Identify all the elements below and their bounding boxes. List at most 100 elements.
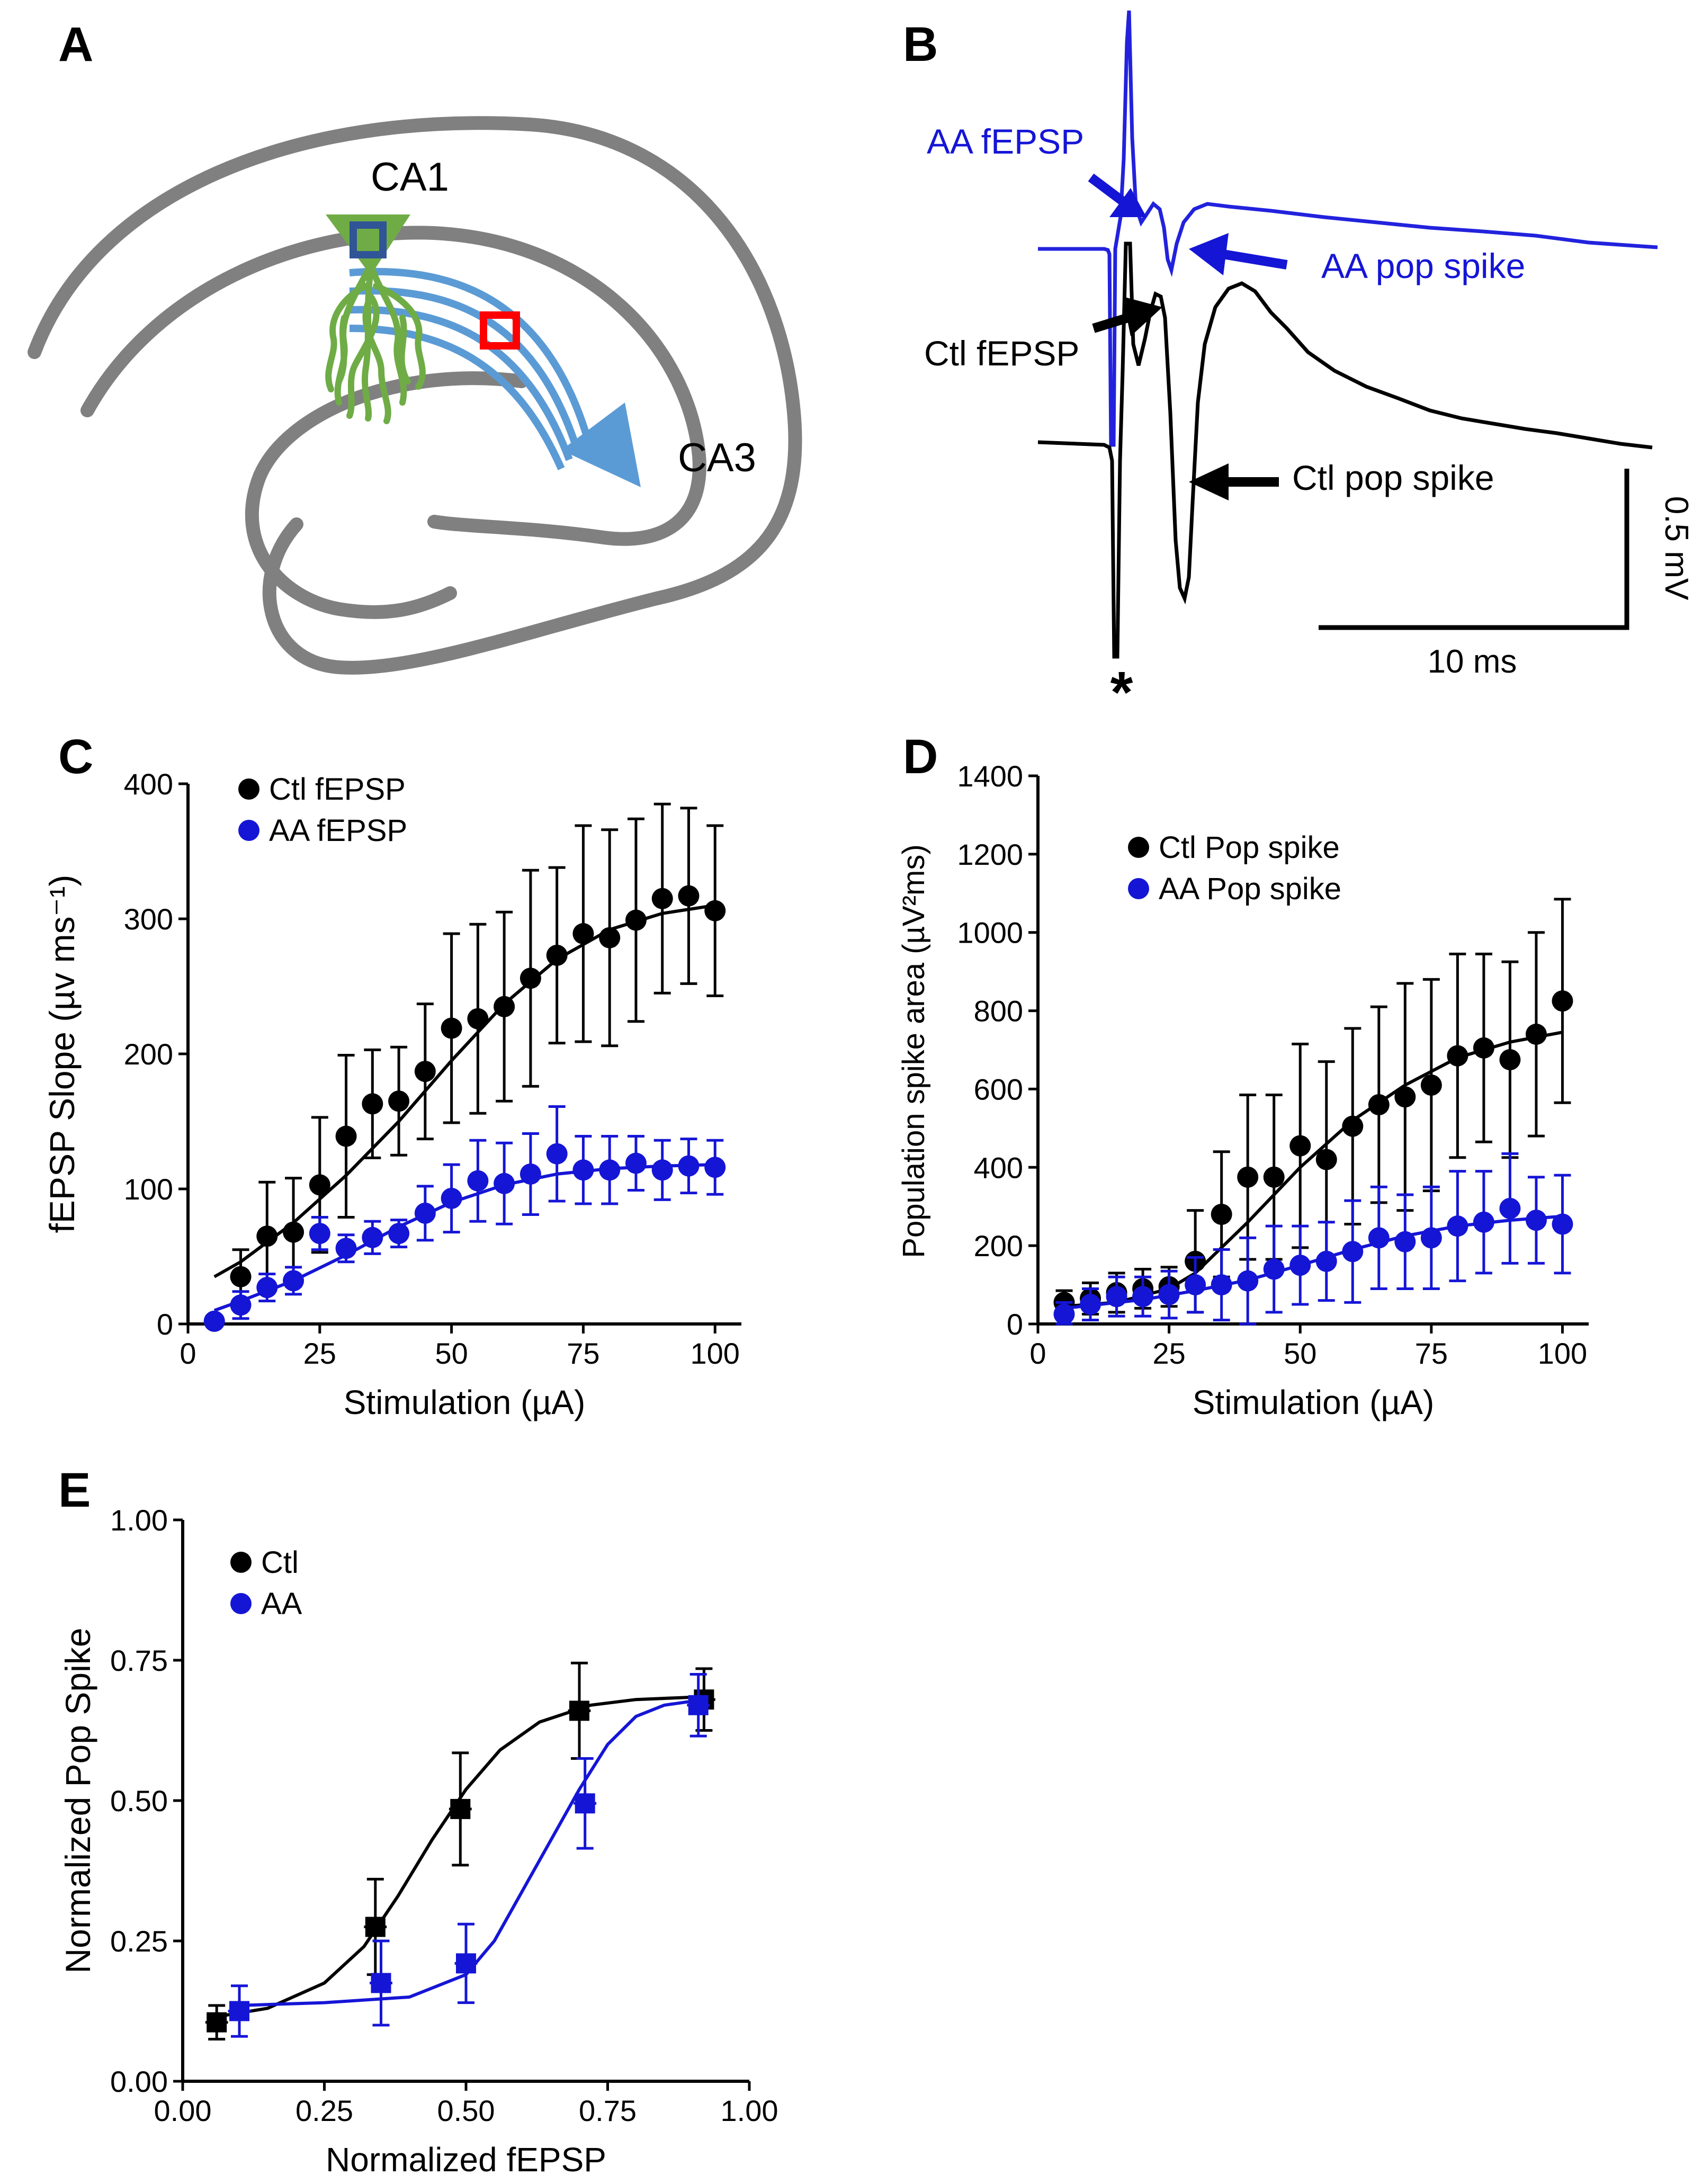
dendrite (346, 293, 380, 419)
legend-label: AA fEPSP (269, 813, 407, 848)
axon-fiber (349, 267, 592, 441)
stimulus-artifact-marker: * (1110, 660, 1133, 725)
data-point (1053, 1303, 1075, 1325)
data-point (1368, 1227, 1390, 1249)
x-axis-label: Normalized fEPSP (326, 2141, 606, 2179)
hippocampus-outline (28, 116, 802, 675)
data-point (1211, 1204, 1232, 1225)
chart-c: 0 25 50 75 100 0 100 200 300 400 Stimulation (µA) f… (42, 767, 741, 1421)
panel-c-letter: C (58, 730, 93, 784)
data-point (1211, 1274, 1232, 1296)
x-axis-label: Stimulation (µA) (344, 1383, 586, 1421)
data-point (1106, 1286, 1127, 1308)
data-point (1289, 1135, 1311, 1157)
data-point (441, 1017, 462, 1039)
data-point (388, 1090, 410, 1112)
data-point (1499, 1197, 1521, 1219)
data-point (625, 909, 647, 931)
data-point (575, 1793, 595, 1814)
data-point (371, 1973, 391, 1993)
data-point (704, 1157, 726, 1178)
data-point (230, 1266, 252, 1287)
aa-fepsp-arrow-shaft (1088, 173, 1126, 205)
data-point (309, 1223, 330, 1245)
ca1-dendrites (325, 262, 426, 424)
data-point (450, 1798, 471, 1819)
y-axis-label: Population spike area (µV²ms) (897, 844, 931, 1258)
x-tick-label: 25 (1152, 1337, 1185, 1370)
x-tick-label: 75 (567, 1337, 599, 1370)
data-point (704, 900, 726, 921)
x-tick-label: 0 (1029, 1337, 1046, 1370)
y-tick-label: 300 (124, 902, 173, 936)
data-point (365, 1917, 386, 1937)
panel-c: C 0 25 50 75 100 0 100 200 300 400 Stimulation (µA… (42, 730, 741, 1421)
data-point (519, 1163, 541, 1185)
ctl-fepsp-arrowhead (1123, 297, 1162, 336)
scale-bar-voltage-label: 0.5 mV (1658, 496, 1693, 601)
panel-e: E 0.00 0.25 0.50 0.75 1.00 0.00 0.25 0.50 0.75 1.… (58, 1463, 778, 2179)
y-tick-label: 0 (157, 1308, 173, 1341)
data-point (546, 944, 568, 966)
legend-marker (1128, 878, 1149, 899)
panel-d-letter: D (903, 730, 938, 784)
data-point (688, 1695, 709, 1715)
data-point (1473, 1037, 1494, 1059)
data-point (625, 1152, 647, 1174)
scale-bar (1319, 469, 1629, 630)
data-point (678, 1155, 700, 1177)
x-tick-label: 0.50 (437, 2094, 495, 2127)
legend-label: AA (261, 1587, 302, 1621)
data-point (651, 888, 673, 909)
chart-e: 0.00 0.25 0.50 0.75 1.00 0.00 0.25 0.50 0.75 1.00… (58, 1503, 778, 2179)
x-tick-label: 1.00 (721, 2094, 778, 2127)
data-point (203, 1310, 225, 1332)
panel-a: A CA1 CA3 (28, 17, 802, 675)
y-tick-label: 400 (974, 1151, 1023, 1184)
data-point (1394, 1086, 1416, 1108)
aa-trace (1038, 10, 1658, 447)
aa-pop-arrow-shaft (1222, 249, 1288, 270)
dendrite (336, 315, 347, 384)
axon-fiber (349, 325, 565, 470)
data-point (599, 1159, 621, 1181)
ca1-label: CA1 (371, 155, 449, 200)
panel-d: D 0 25 50 75 1000200400600800100012001400Sti… (897, 730, 1589, 1421)
data-point (362, 1093, 383, 1115)
y-tick-label: 1000 (957, 916, 1023, 950)
data-point (456, 1953, 476, 1974)
y-tick-label: 200 (974, 1229, 1023, 1263)
x-tick-label: 75 (1415, 1337, 1448, 1370)
ca1-pyramidal-soma (326, 214, 410, 275)
y-axis-label: Normalized Pop Spike (58, 1628, 97, 1974)
y-tick-label: 400 (124, 767, 173, 801)
data-point (256, 1225, 278, 1247)
data-point (230, 1294, 252, 1316)
y-tick-label: 0.00 (110, 2065, 168, 2098)
fit-curve (239, 1698, 704, 2007)
panel-b-letter: B (903, 17, 938, 71)
y-tick-label: 0 (1007, 1308, 1023, 1341)
data-point (1552, 990, 1573, 1012)
x-tick-label: 100 (1538, 1337, 1587, 1370)
data-point (1525, 1023, 1547, 1045)
legend-label: Ctl Pop spike (1159, 830, 1340, 865)
data-point (283, 1270, 304, 1292)
data-point (414, 1202, 436, 1224)
data-point (362, 1227, 383, 1248)
dendrite (362, 293, 391, 424)
panel-e-letter: E (58, 1463, 91, 1517)
fit-curve (213, 903, 715, 1278)
data-point (546, 1143, 568, 1165)
y-tick-label: 800 (974, 995, 1023, 1028)
inner-cortex-contour (80, 226, 706, 546)
legend-label: AA Pop spike (1159, 872, 1341, 906)
ctl-fepsp-arrow-shaft (1092, 313, 1130, 333)
data-point (1263, 1166, 1285, 1188)
y-tick-label: 1.00 (110, 1503, 168, 1537)
x-axis-label: Stimulation (µA) (1193, 1383, 1435, 1421)
x-tick-label: 25 (303, 1337, 336, 1370)
data-point (1394, 1231, 1416, 1252)
data-point (1499, 1049, 1521, 1070)
